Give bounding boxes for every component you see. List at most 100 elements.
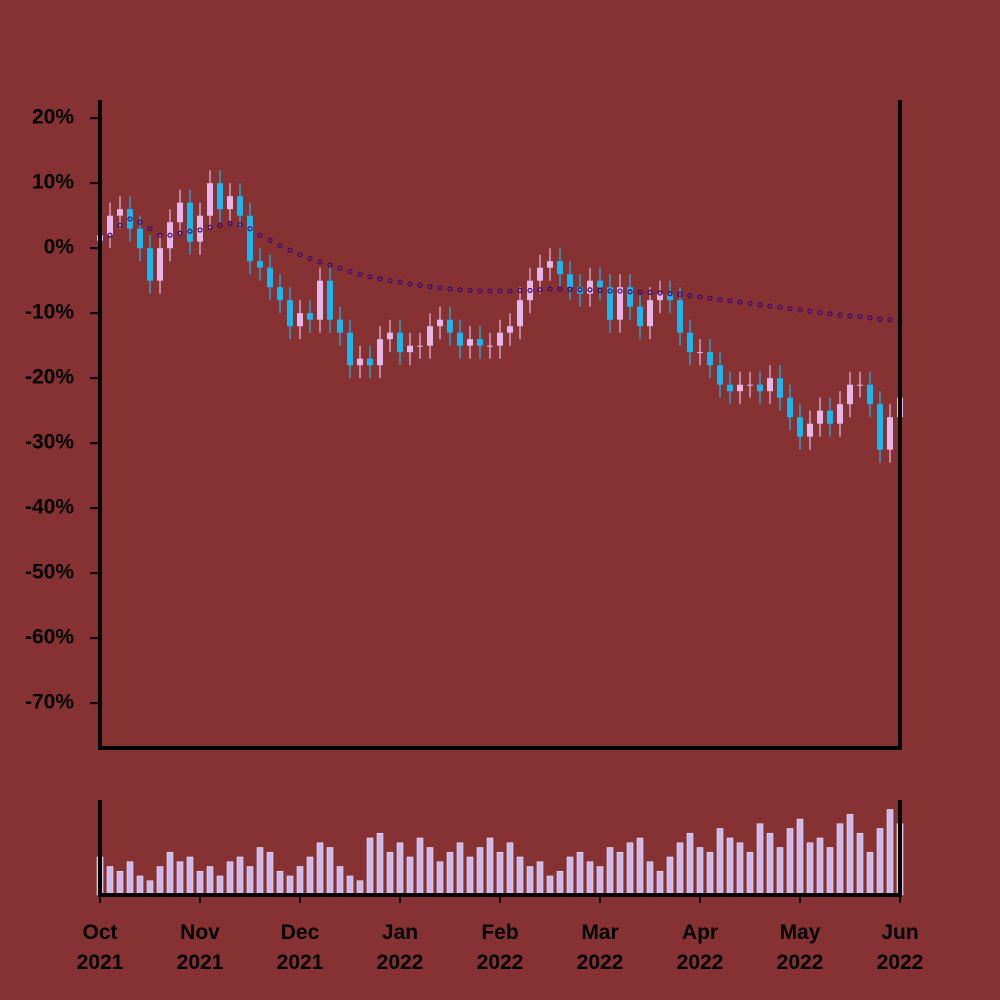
moving-average-point (127, 216, 133, 222)
candle-body (387, 332, 393, 340)
volume-bar (636, 837, 644, 896)
candle-body (837, 404, 843, 424)
volume-bar (136, 875, 144, 896)
volume-bar (456, 842, 464, 896)
y-tick-label: -70% (25, 691, 74, 714)
moving-average-point (237, 222, 243, 228)
volume-bar (326, 847, 334, 896)
volume-bar (276, 870, 284, 896)
candle-body (377, 339, 383, 366)
candle-body (637, 306, 643, 327)
x-tick-label-line: 2021 (77, 951, 124, 974)
candle-body (737, 384, 743, 392)
volume-bar (376, 832, 384, 896)
volume-bar (146, 880, 154, 896)
candle-body (147, 248, 153, 281)
candle-body (297, 313, 303, 327)
moving-average-point (177, 230, 183, 236)
volume-bar (846, 813, 854, 896)
candle-body (767, 378, 773, 392)
volume-bar (866, 851, 874, 896)
volume-bar (746, 851, 754, 896)
candle-body (477, 339, 483, 346)
x-tick-label-line: 2022 (877, 951, 924, 974)
candle-body (367, 358, 373, 366)
moving-average-point (217, 222, 223, 229)
y-tick-label: -30% (25, 431, 74, 454)
volume-bar (616, 851, 624, 896)
volume-bar (496, 851, 504, 896)
moving-average-point (737, 299, 743, 305)
candle-body (157, 248, 163, 281)
volume-bar (106, 866, 114, 896)
moving-average-point (367, 274, 373, 280)
candle-body (777, 378, 783, 398)
moving-average-point (637, 289, 643, 295)
moving-average-point (457, 287, 463, 293)
volume-bar (726, 837, 734, 896)
volume-bar (776, 847, 784, 896)
x-tick-label: Apr 2022 (677, 921, 724, 974)
candle-body (617, 287, 623, 320)
volume-bar (366, 837, 374, 896)
volume-bar (606, 847, 614, 896)
moving-average-point (317, 259, 323, 265)
x-tick-label-line: Nov (180, 921, 220, 944)
moving-average-point (607, 288, 613, 294)
volume-bar (716, 828, 724, 896)
volume-bar (256, 847, 264, 896)
candle-body (647, 300, 653, 327)
moving-average-point (497, 288, 503, 294)
x-tick-label-line: 2022 (577, 951, 624, 974)
volume-bar (516, 856, 524, 896)
x-tick-label-line: 2022 (377, 951, 424, 974)
volume-bar (306, 856, 314, 896)
volume-bar (676, 842, 684, 896)
x-tick-label-line: Feb (481, 921, 518, 944)
volume-bar (346, 875, 354, 896)
moving-average-point (447, 286, 453, 292)
candle-body (397, 332, 403, 353)
volume-bar (876, 828, 884, 896)
moving-average-point (627, 289, 633, 295)
volume-bar (416, 837, 424, 896)
moving-average-point (287, 247, 293, 253)
candle-body (347, 332, 353, 366)
volume-bar (556, 870, 564, 896)
candle-body (857, 384, 863, 386)
candle-body (187, 202, 193, 242)
x-tick-label: Oct 2021 (77, 921, 124, 974)
volume-bar (406, 856, 414, 896)
y-tick-label: -10% (25, 301, 74, 324)
candle-body (677, 300, 683, 333)
volume-bar (186, 856, 194, 896)
volume-bar (786, 828, 794, 896)
volume-bar (856, 832, 864, 896)
candle-body (487, 345, 493, 347)
x-tick-label: Dec 2021 (277, 921, 324, 974)
candle-body (357, 358, 363, 366)
volume-bar (246, 866, 254, 896)
moving-average-point (647, 289, 653, 295)
volume-bar (826, 847, 834, 896)
volume-bar (216, 875, 224, 896)
x-tick-label-line: Apr (682, 921, 718, 944)
moving-average-point (307, 255, 313, 262)
candle-body (277, 287, 283, 301)
volume-bar (766, 832, 774, 896)
volume-bar (166, 851, 174, 896)
candle-body (527, 280, 533, 301)
x-tick-label-line: 2021 (277, 951, 324, 974)
candle-body (327, 280, 333, 320)
volume-bar (536, 861, 544, 896)
volume-bar (816, 837, 824, 896)
moving-average-point (747, 300, 753, 307)
candle-body (727, 384, 733, 392)
candle-body (567, 274, 573, 288)
volume-bar (156, 866, 164, 896)
volume-bar (386, 851, 394, 896)
moving-average-point (347, 268, 353, 275)
candle-body (177, 202, 183, 223)
moving-average-point (187, 228, 193, 234)
candle-body (197, 215, 203, 242)
